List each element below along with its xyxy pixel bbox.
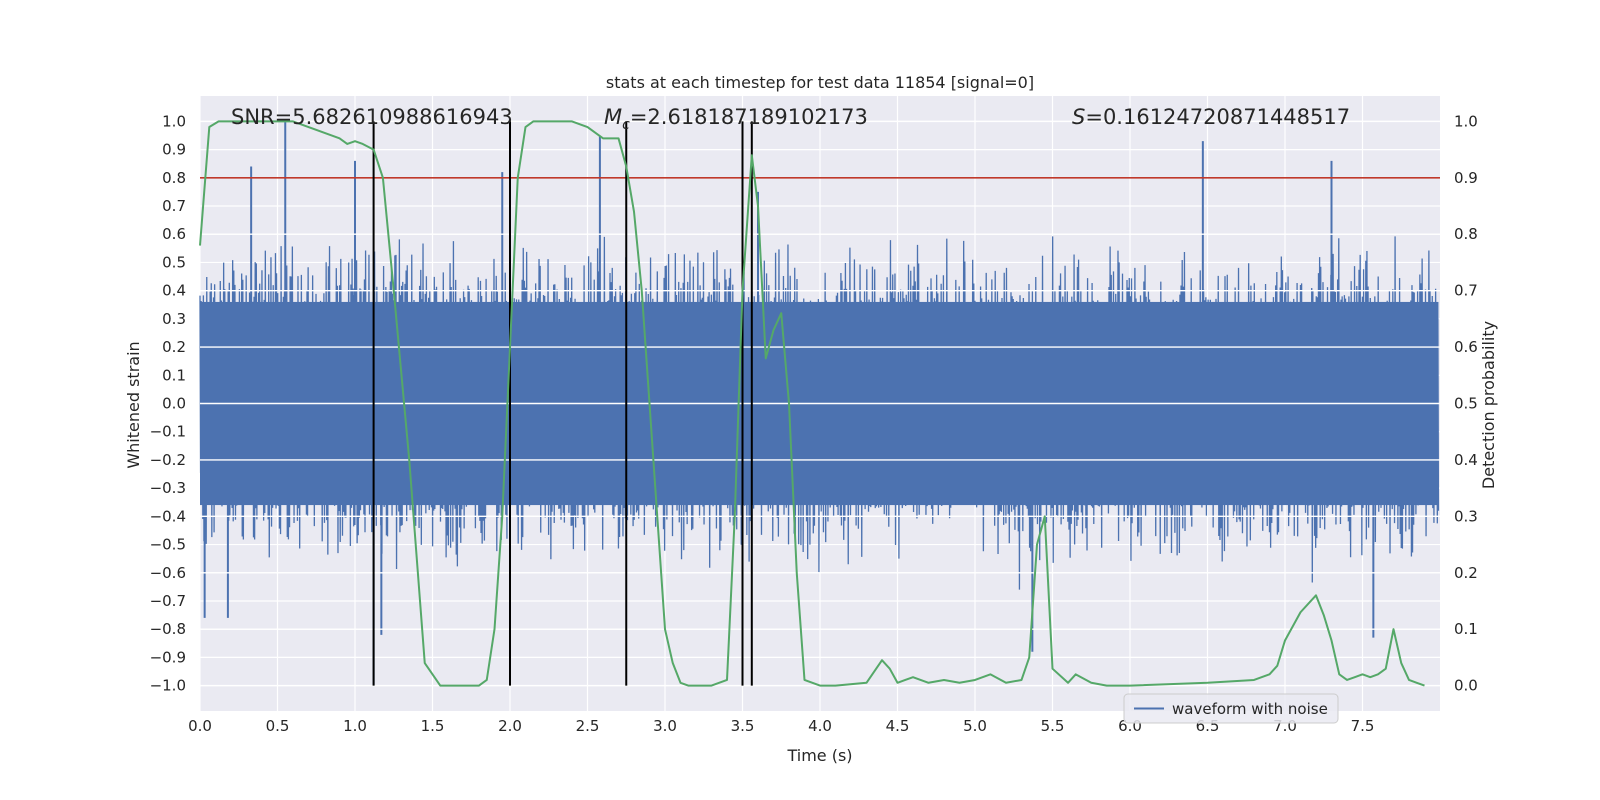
vertical-marker-lines [372,121,753,686]
y-tick-label: −0.6 [150,564,186,582]
y2-tick-label: 0.7 [1454,282,1478,300]
chirp-mass-symbol: M [604,105,622,129]
y2-tick-label: 0.0 [1454,677,1478,695]
legend: waveform with noise [1123,693,1339,724]
y-tick-labels: 1.0 0.9 0.8 0.7 0.6 0.5 0.4 0.3 0.2 0.1 0.0 −0.1 −0.… [150,112,186,694]
x-tick-label: 7.5 [1351,717,1375,735]
chirp-mass-value: =2.618187189102173 [630,105,868,129]
x-tick-label: 2.0 [498,717,522,735]
y-axis-label: Whitened strain [124,341,143,468]
y-tick-label: −0.2 [150,451,186,469]
y-tick-label: 1.0 [162,112,186,130]
x-tick-label: 4.5 [886,717,910,735]
y-tick-label: −0.5 [150,536,186,554]
s-annotation: S=0.16124720871448517 [1072,105,1350,129]
y-tick-label: −0.3 [150,479,186,497]
x-tick-label: 2.5 [576,717,600,735]
y2-tick-label: 0.6 [1454,338,1478,356]
y2-axis-label: Detection probability [1479,321,1498,489]
y-tick-label: −0.8 [150,620,186,638]
x-tick-label: 5.5 [1041,717,1065,735]
y-tick-label: −0.4 [150,507,186,525]
chirp-mass-annotation: Mc=2.618187189102173 [604,105,868,133]
x-tick-label: 3.5 [731,717,755,735]
y-tick-label: 0.6 [162,225,186,243]
y2-tick-label: 0.2 [1454,564,1478,582]
x-tick-label: 3.0 [653,717,677,735]
x-tick-label: 1.0 [343,717,367,735]
y2-tick-label: 0.4 [1454,451,1478,469]
y-tick-label: 0.2 [162,338,186,356]
y2-tick-label: 0.3 [1454,507,1478,525]
x-tick-label: 4.0 [808,717,832,735]
y-tick-label: 0.1 [162,366,186,384]
y-tick-label: 0.3 [162,310,186,328]
s-value: =0.16124720871448517 [1085,105,1350,129]
y2-tick-label: 0.9 [1454,169,1478,187]
y-tick-label: 0.7 [162,197,186,215]
y2-tick-label: 1.0 [1454,112,1478,130]
grid-lines-overlay [200,120,1440,687]
y2-tick-label: 0.5 [1454,395,1478,413]
chart-title: stats at each timestep for test data 118… [606,73,1034,92]
y2-tick-label: 0.8 [1454,225,1478,243]
y-tick-label: 0.0 [162,395,186,413]
snr-value: 5.682610988616943 [292,105,512,129]
x-tick-label: 0.5 [266,717,290,735]
probability-series [199,120,1425,687]
y2-tick-labels: 1.0 0.9 0.8 0.7 0.6 0.5 0.4 0.3 0.2 0.1 0.0 [1454,112,1478,694]
snr-annotation: SNR=5.682610988616943 [231,105,513,129]
y-tick-label: −0.1 [150,423,186,441]
legend-label-waveform: waveform with noise [1172,700,1328,718]
y-tick-label: −0.7 [150,592,186,610]
legend-box [1123,693,1339,724]
probability-line [199,120,1425,687]
x-tick-label: 5.0 [963,717,987,735]
s-symbol: S [1072,105,1085,129]
y-tick-label: 0.4 [162,282,186,300]
x-tick-label: 0.0 [188,717,212,735]
x-axis-label: Time (s) [786,746,852,765]
y-tick-label: 0.5 [162,253,186,271]
y-tick-label: −1.0 [150,677,186,695]
y-tick-label: 0.8 [162,169,186,187]
chirp-mass-subscript: c [622,117,630,133]
y-tick-label: −0.9 [150,648,186,666]
y-tick-label: 0.9 [162,141,186,159]
snr-prefix: SNR= [231,105,292,129]
y2-tick-label: 0.1 [1454,620,1478,638]
x-tick-label: 1.5 [421,717,445,735]
